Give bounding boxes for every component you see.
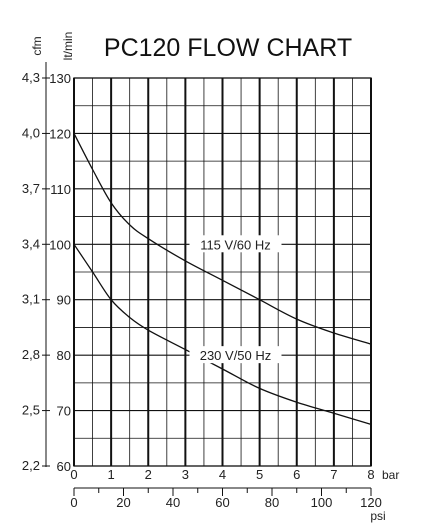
bar-tick-label: 1 (108, 467, 115, 482)
ltmin-tick-label: 120 (49, 126, 71, 141)
x-primary-unit: bar (382, 468, 399, 482)
plot-border (73, 77, 372, 467)
chart-title: PC120 FLOW CHART (104, 34, 352, 62)
bar-tick-label: 2 (145, 467, 152, 482)
psi-tick-label: 40 (166, 495, 180, 510)
bar-tick-label: 7 (330, 467, 337, 482)
bar-tick-label: 6 (293, 467, 300, 482)
cfm-tick-label: 2,2 (22, 458, 40, 473)
ltmin-tick-label: 100 (49, 237, 71, 252)
series-layer: 115 V/60 Hz 230 V/50 Hz (73, 133, 372, 426)
psi-tick-label: 120 (360, 495, 382, 510)
y-secondary-unit: cfm (30, 36, 44, 55)
series-label-bg (189, 346, 282, 364)
psi-tick-label: 60 (215, 495, 229, 510)
cfm-tick-label: 4,0 (22, 125, 40, 140)
bar-tick-label: 5 (256, 467, 263, 482)
bar-tick-label: 8 (367, 467, 374, 482)
series-label-2: 230 V/50 Hz (200, 348, 272, 363)
ltmin-tick-label: 60 (57, 459, 71, 474)
series-line-2 (73, 243, 372, 426)
cfm-tick-label: 2,5 (22, 403, 40, 418)
grid (73, 77, 372, 467)
ltmin-tick-label: 90 (57, 293, 71, 308)
psi-tick-label: 80 (265, 495, 279, 510)
bar-tick-label: 3 (182, 467, 189, 482)
psi-tick-label: 20 (116, 495, 130, 510)
cfm-tick-label: 3,1 (22, 292, 40, 307)
cfm-tick-label: 3,7 (22, 181, 40, 196)
bar-tick-label: 0 (70, 467, 77, 482)
ltmin-tick-label: 130 (49, 71, 71, 86)
series-label-1: 115 V/60 Hz (200, 237, 271, 252)
tick-labels: 2,22,52,83,13,43,74,04,36070809010011012… (22, 70, 382, 510)
cfm-tick-label: 4,3 (22, 70, 40, 85)
ltmin-tick-label: 70 (57, 404, 71, 419)
psi-tick-label: 0 (70, 495, 77, 510)
psi-tick-label: 100 (311, 495, 333, 510)
cfm-tick-label: 3,4 (22, 236, 40, 251)
x-secondary-unit: psi (370, 509, 385, 523)
axes (42, 62, 372, 496)
series-line-1 (73, 133, 372, 345)
ltmin-tick-label: 80 (57, 348, 71, 363)
cfm-tick-label: 2,8 (22, 347, 40, 362)
y-primary-unit: lt/min (61, 32, 75, 61)
series-label-bg (189, 235, 282, 253)
bar-tick-label: 4 (219, 467, 226, 482)
ltmin-tick-label: 110 (50, 182, 71, 197)
